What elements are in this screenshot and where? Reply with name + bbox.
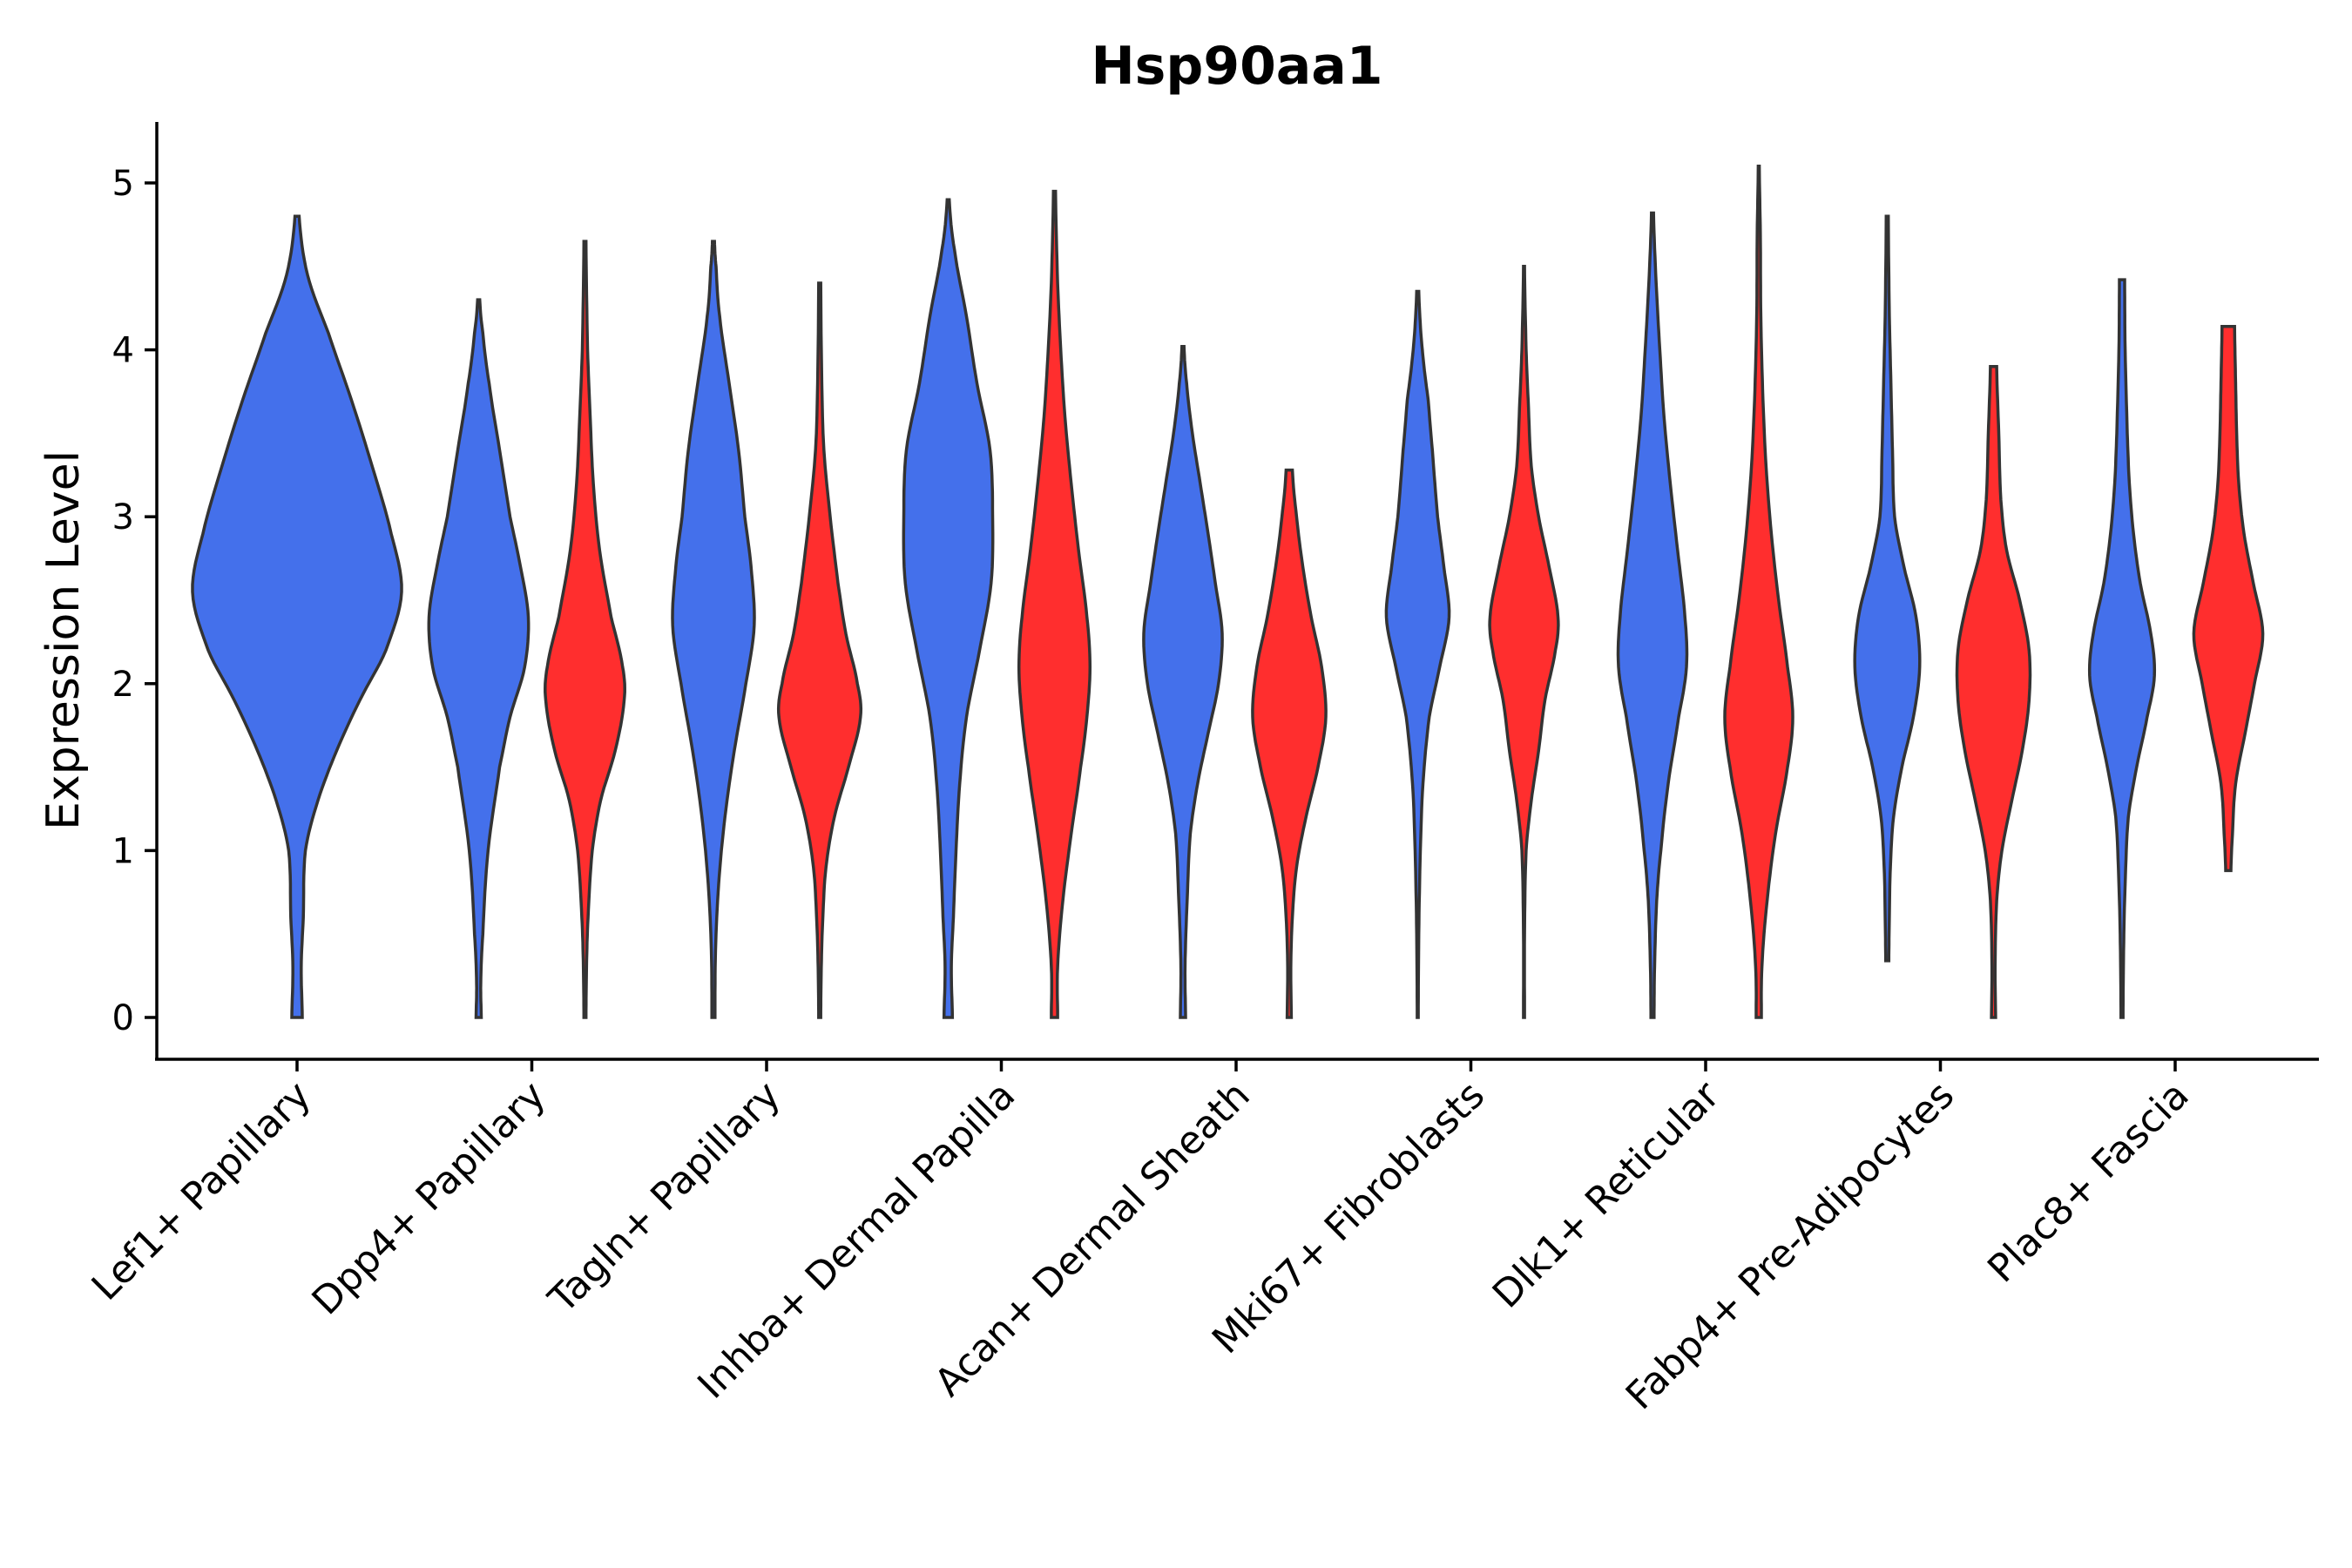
violin-blue	[1616, 211, 1689, 1019]
violin-red	[1488, 265, 1560, 1019]
x-category-label: Lef1+ Papillary	[84, 1073, 320, 1309]
violin-blue	[902, 198, 995, 1019]
violin-blue	[191, 214, 403, 1019]
y-ticks: 0 1 2 3 4 5	[112, 164, 157, 1038]
violin-red	[1955, 365, 2032, 1019]
x-category-label: Mki67+ Fibroblasts	[1204, 1073, 1493, 1362]
x-category-label: Dpp4+ Papillary	[304, 1073, 555, 1324]
violin-blue	[1142, 345, 1224, 1019]
violin-blue	[1853, 214, 1922, 963]
violin-red	[544, 240, 626, 1019]
y-tick-label: 5	[112, 164, 134, 204]
y-tick-label: 3	[112, 497, 134, 537]
violin-red	[1017, 189, 1092, 1019]
violin-red	[1251, 468, 1328, 1019]
x-category-label: Dlk1+ Reticular	[1484, 1072, 1729, 1317]
y-tick-label: 2	[112, 665, 134, 705]
x-category-label: Tagln+ Papillary	[540, 1073, 789, 1322]
violin-blue	[427, 298, 531, 1019]
chart-title: Hsp90aa1	[1091, 36, 1382, 97]
violin-red	[2192, 325, 2265, 873]
y-tick-label: 4	[112, 331, 134, 371]
violin-blue	[2087, 278, 2157, 1019]
y-axis-title: Expression Level	[37, 450, 90, 830]
y-tick-label: 0	[112, 998, 134, 1038]
violin-blue	[1384, 289, 1451, 1019]
violins-layer	[191, 165, 2265, 1019]
x-category-label: Plac8+ Fascia	[1979, 1073, 2198, 1292]
violin-red	[776, 281, 863, 1019]
y-tick-label: 1	[112, 831, 134, 871]
violin-blue	[671, 240, 756, 1019]
violin-red	[1723, 165, 1794, 1019]
